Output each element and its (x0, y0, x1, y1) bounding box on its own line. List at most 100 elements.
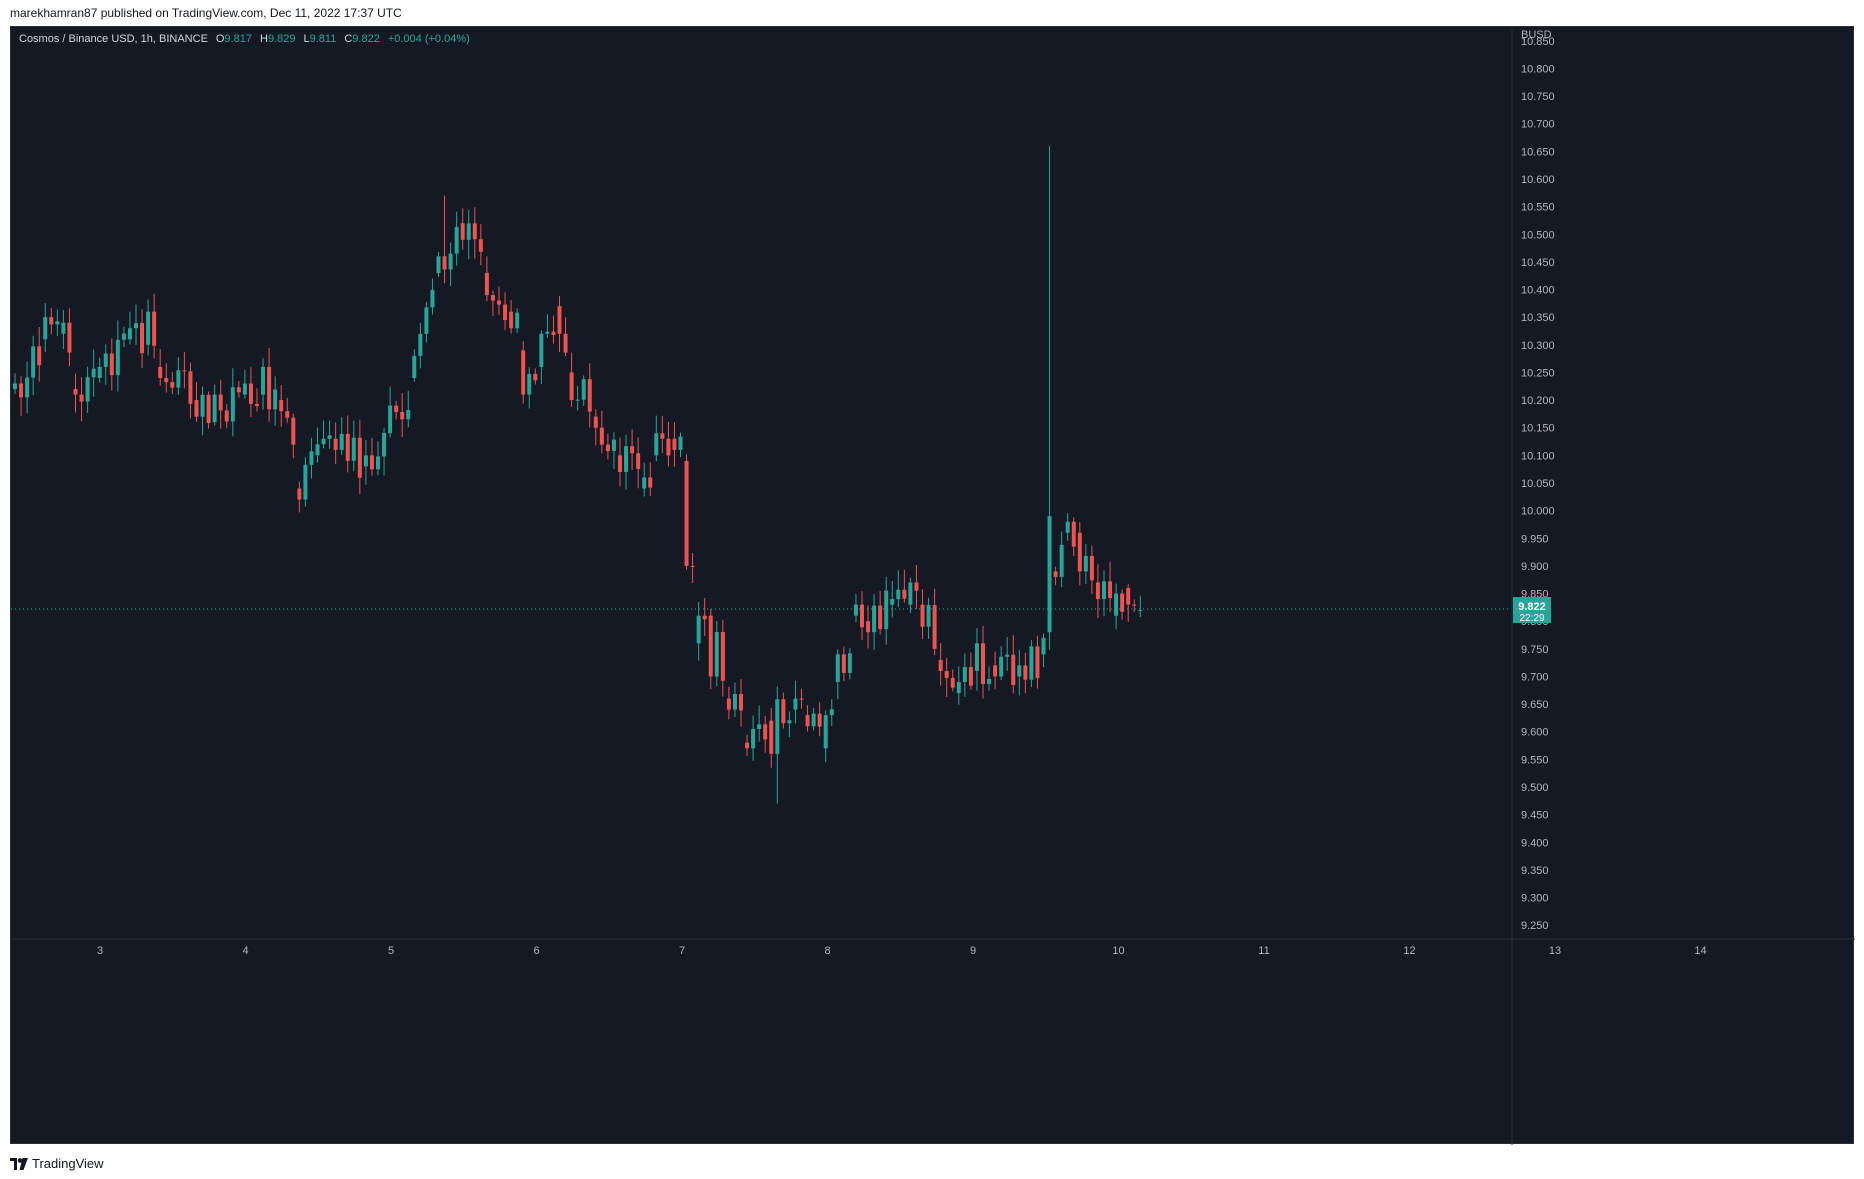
candle-body (872, 605, 877, 633)
candlestick-chart[interactable]: 10.850 10.800 10.750 10.700 10.650 10.600 10.5… (11, 27, 1855, 1145)
candle-body (224, 410, 229, 422)
candle-body (436, 256, 441, 273)
candle-body (333, 438, 338, 450)
candle-body (847, 653, 852, 673)
countdown-label: 22:29 (1519, 613, 1544, 624)
candle-body (200, 394, 205, 417)
candle-body (636, 453, 641, 469)
candle-body (654, 433, 659, 456)
y-tick-label: 10.500 (1521, 229, 1555, 241)
candle-body (914, 582, 919, 591)
candle-body (182, 370, 187, 372)
candle-body (121, 333, 126, 340)
y-tick-label: 10.000 (1521, 506, 1555, 518)
candle-body (811, 713, 816, 727)
candle-body (466, 223, 471, 240)
y-tick-label: 10.050 (1521, 478, 1555, 490)
candle-body (787, 720, 792, 724)
y-tick-label: 10.800 (1521, 63, 1555, 75)
candle-body (1023, 665, 1028, 680)
candle-body (490, 295, 495, 301)
candle-body (43, 317, 48, 340)
candle-body (85, 377, 90, 402)
candle-body (309, 451, 314, 465)
candle-body (981, 643, 985, 684)
x-tick-label: 14 (1694, 945, 1706, 957)
candle-body (503, 304, 508, 321)
candle-body (261, 366, 266, 395)
candle-body (539, 333, 544, 367)
candle-body (454, 226, 459, 254)
candle-body (140, 323, 145, 354)
candle-body (297, 488, 302, 500)
candle-body (321, 438, 326, 445)
candle-body (642, 477, 647, 489)
candle-body (611, 439, 616, 452)
candle-body (993, 665, 998, 677)
legend-low-label: L (303, 33, 310, 45)
candle-body (1126, 588, 1131, 605)
y-tick-label: 9.450 (1521, 810, 1549, 822)
y-tick-label: 9.750 (1521, 644, 1549, 656)
candle-body (127, 328, 132, 340)
candle-body (1095, 582, 1100, 600)
candle-body (853, 604, 858, 616)
candle-body (551, 331, 556, 335)
candle-body (1138, 610, 1143, 612)
candle-body (1053, 571, 1058, 577)
candle-body (587, 379, 592, 412)
y-tick-label: 10.450 (1521, 257, 1555, 269)
legend-open-value: 9.817 (224, 33, 252, 45)
candle-body (714, 631, 719, 677)
candle-body (267, 366, 272, 410)
candle-body (956, 681, 961, 694)
candle-body (152, 311, 157, 346)
chart-legend: Cosmos / Binance USD, 1h, BINANCE O9.817 H… (19, 33, 470, 45)
legend-open-label: O (215, 33, 225, 45)
candle-body (1120, 593, 1125, 612)
candle-body (557, 306, 562, 334)
candle-body (103, 353, 108, 367)
candle-body (1102, 581, 1106, 600)
candle-body (1005, 654, 1010, 657)
candle-body (406, 410, 411, 420)
candle-body (696, 615, 701, 644)
candle-body (279, 400, 284, 412)
last-price-badge (1513, 597, 1551, 624)
candle-body (599, 427, 604, 445)
candle-body (91, 368, 96, 378)
candle-body (533, 373, 538, 381)
y-tick-label: 9.250 (1521, 920, 1549, 932)
candle-body (1132, 604, 1137, 606)
candle-body (823, 715, 828, 749)
candle-body (134, 323, 138, 329)
candle-body (49, 317, 54, 325)
candle-body (950, 677, 955, 688)
chart-area[interactable]: 10.850 10.800 10.750 10.700 10.650 10.600 10.5… (10, 26, 1855, 1145)
y-tick-label: 9.950 (1521, 533, 1549, 545)
y-tick-label: 9.500 (1521, 782, 1549, 794)
candle-body (248, 383, 253, 405)
candle-body (388, 405, 393, 434)
candle-body (884, 590, 889, 630)
candle-body (829, 709, 834, 716)
candle-body (188, 371, 193, 404)
candle-body (799, 698, 804, 700)
candle-body (968, 667, 973, 686)
candle-body (793, 698, 798, 710)
x-tick-label: 11 (1258, 945, 1269, 957)
legend-symbol: Cosmos / Binance USD, 1h, BINANCE (19, 33, 208, 45)
candle-body (176, 370, 181, 388)
candle-body (339, 433, 344, 450)
candle-body (757, 724, 762, 729)
candle-body (394, 405, 399, 412)
x-tick-label: 7 (679, 945, 685, 957)
candle-body (1065, 521, 1070, 533)
candle-body (739, 694, 743, 711)
y-tick-label: 10.600 (1521, 174, 1555, 186)
candle-body (212, 394, 217, 423)
candle-body (1089, 555, 1094, 581)
candle-body (1083, 555, 1088, 572)
y-tick-label: 10.350 (1521, 312, 1555, 324)
candle-body (376, 456, 380, 470)
